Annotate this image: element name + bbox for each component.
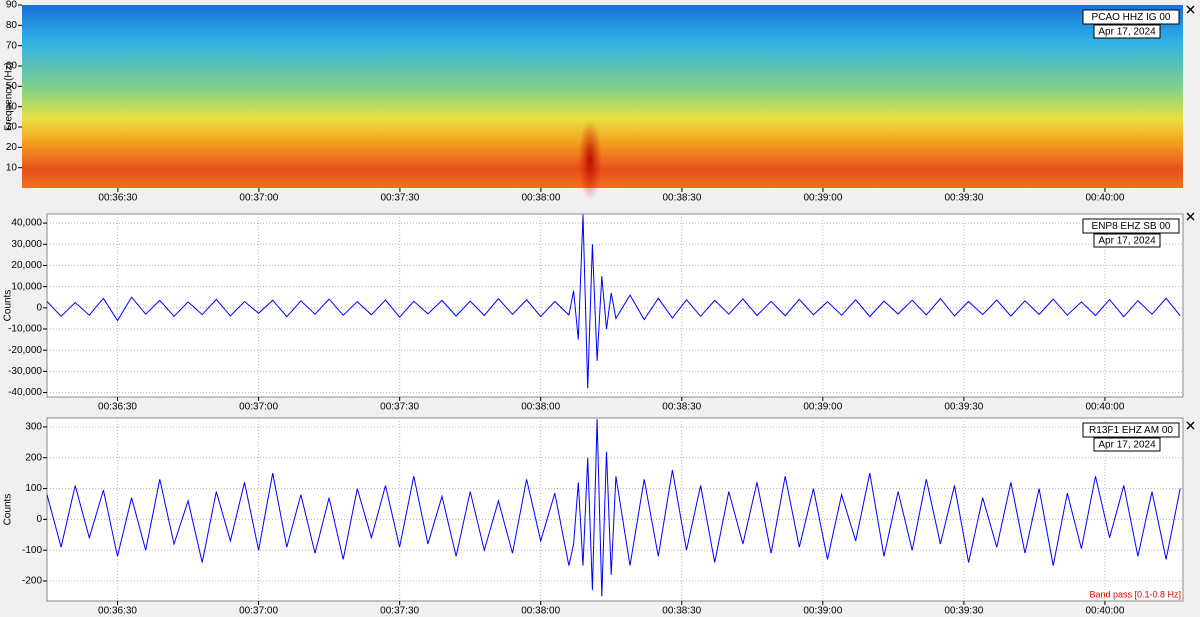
close-button[interactable] bbox=[1186, 212, 1195, 221]
x-tick-label: 00:39:00 bbox=[803, 606, 842, 617]
plot-area bbox=[46, 417, 1184, 602]
waveform bbox=[46, 214, 1181, 389]
x-tick-label: 00:38:00 bbox=[521, 606, 560, 617]
y-tick-label: 100 bbox=[25, 483, 42, 494]
y-tick-label: -20,000 bbox=[8, 345, 42, 356]
x-tick-label: 00:38:30 bbox=[662, 402, 701, 413]
x-tick-label: 00:37:30 bbox=[380, 193, 419, 204]
date-box bbox=[1093, 24, 1161, 39]
date-label: Apr 17, 2024 bbox=[1098, 236, 1156, 247]
station-label: R13F1 EHZ AM 00 bbox=[1089, 425, 1173, 436]
y-tick-label: 80 bbox=[6, 20, 18, 31]
y-tick-label: 50 bbox=[6, 81, 18, 92]
y-axis-label: Counts bbox=[3, 290, 14, 322]
x-tick-label: 00:37:30 bbox=[380, 402, 419, 413]
x-tick-label: 00:37:00 bbox=[239, 402, 278, 413]
x-tick-label: 00:39:00 bbox=[803, 193, 842, 204]
station-label: PCAO HHZ IG 00 bbox=[1092, 12, 1171, 23]
y-tick-label: -30,000 bbox=[8, 366, 42, 377]
y-tick-label: 20,000 bbox=[11, 260, 42, 271]
x-tick-label: 00:37:00 bbox=[239, 193, 278, 204]
y-tick-label: 10,000 bbox=[11, 281, 42, 292]
y-tick-label: 40 bbox=[6, 101, 18, 112]
y-tick-label: 90 bbox=[6, 0, 18, 11]
y-tick-label: -10,000 bbox=[8, 324, 42, 335]
station-box bbox=[1082, 422, 1180, 438]
plot-area bbox=[46, 213, 1184, 398]
y-tick-label: 200 bbox=[25, 452, 42, 463]
y-tick-label: 0 bbox=[36, 514, 42, 525]
x-tick-label: 00:39:30 bbox=[944, 193, 983, 204]
y-axis-label: Counts bbox=[3, 494, 14, 526]
close-button[interactable] bbox=[1186, 421, 1195, 430]
spectrogram-event bbox=[578, 120, 602, 200]
waveform bbox=[46, 419, 1181, 597]
x-tick-label: 00:40:00 bbox=[1086, 193, 1125, 204]
x-tick-label: 00:40:00 bbox=[1085, 402, 1124, 413]
x-tick-label: 00:38:30 bbox=[662, 606, 701, 617]
x-tick-label: 00:37:00 bbox=[239, 606, 278, 617]
y-tick-label: -200 bbox=[22, 576, 42, 587]
x-tick-label: 00:38:30 bbox=[662, 193, 701, 204]
x-tick-label: 00:39:30 bbox=[944, 606, 983, 617]
x-tick-label: 00:36:30 bbox=[98, 402, 137, 413]
x-tick-label: 00:36:30 bbox=[98, 193, 137, 204]
y-tick-label: 30 bbox=[6, 122, 18, 133]
y-tick-label: 70 bbox=[6, 40, 18, 51]
y-tick-label: -40,000 bbox=[8, 387, 42, 398]
date-box bbox=[1093, 233, 1161, 248]
y-tick-label: 60 bbox=[6, 61, 18, 72]
x-tick-label: 00:39:00 bbox=[803, 402, 842, 413]
filter-label: Band pass [0.1-0.8 Hz] bbox=[1089, 589, 1181, 599]
y-tick-label: 20 bbox=[6, 142, 18, 153]
y-tick-label: -100 bbox=[22, 545, 42, 556]
station-box bbox=[1082, 218, 1180, 234]
y-axis-label: Frequency (Hz) bbox=[4, 62, 15, 131]
station-label: ENP8 EHZ SB 00 bbox=[1092, 221, 1171, 232]
x-tick-label: 00:37:30 bbox=[380, 606, 419, 617]
date-label: Apr 17, 2024 bbox=[1098, 27, 1156, 38]
station-box bbox=[1082, 9, 1180, 25]
date-box bbox=[1093, 437, 1161, 452]
y-tick-label: 40,000 bbox=[11, 218, 42, 229]
y-tick-label: 30,000 bbox=[11, 239, 42, 250]
spectrogram-image bbox=[22, 5, 1183, 188]
y-tick-label: 10 bbox=[6, 162, 18, 173]
x-tick-label: 00:38:00 bbox=[521, 402, 560, 413]
x-tick-label: 00:38:00 bbox=[521, 193, 560, 204]
close-button[interactable] bbox=[1186, 5, 1195, 14]
x-tick-label: 00:40:00 bbox=[1085, 606, 1124, 617]
date-label: Apr 17, 2024 bbox=[1098, 440, 1156, 451]
y-tick-label: 300 bbox=[25, 422, 42, 433]
x-tick-label: 00:36:30 bbox=[98, 606, 137, 617]
x-tick-label: 00:39:30 bbox=[944, 402, 983, 413]
y-tick-label: 0 bbox=[36, 302, 42, 313]
